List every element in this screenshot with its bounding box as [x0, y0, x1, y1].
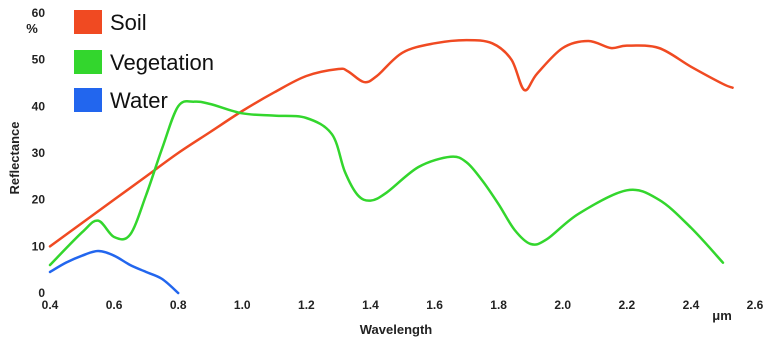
x-tick-label: 1.8 — [490, 298, 507, 312]
x-tick-label: 1.6 — [426, 298, 443, 312]
legend-swatch-water — [74, 88, 102, 112]
legend-item-soil: Soil — [74, 10, 147, 35]
legend-item-vegetation: Vegetation — [74, 50, 214, 75]
legend-item-water: Water — [74, 88, 168, 113]
x-tick-label: 0.8 — [170, 298, 187, 312]
x-tick-label: 2.0 — [554, 298, 571, 312]
x-tick-label: 1.4 — [362, 298, 379, 312]
y-tick-label: 40 — [32, 99, 46, 113]
series-line-vegetation — [48, 99, 725, 267]
x-tick-label: 2.2 — [618, 298, 635, 312]
legend-label-vegetation: Vegetation — [110, 50, 214, 75]
y-unit-label: % — [26, 21, 38, 36]
legend: Soil Vegetation Water — [74, 10, 214, 113]
series-line-soil — [48, 38, 734, 248]
y-tick-label: 30 — [32, 146, 46, 160]
series-line-water — [48, 249, 180, 295]
x-tick-label: 2.4 — [683, 298, 700, 312]
x-tick-label: 0.4 — [42, 298, 59, 312]
x-tick-label: 0.6 — [106, 298, 123, 312]
series-lines — [48, 38, 734, 295]
x-axis-ticks: 0.4 0.6 0.8 1.0 1.2 1.4 1.6 1.8 2.0 2.2 2.4 2.6 — [42, 298, 764, 312]
y-axis-ticks: 0 10 20 30 40 50 60 — [32, 6, 46, 300]
y-axis-title: Reflectance — [7, 122, 22, 195]
x-unit-label: μm — [712, 308, 732, 323]
x-tick-label: 2.6 — [747, 298, 764, 312]
y-tick-label: 10 — [32, 239, 46, 253]
x-tick-label: 1.0 — [234, 298, 251, 312]
legend-swatch-vegetation — [74, 50, 102, 74]
legend-label-water: Water — [110, 88, 168, 113]
legend-swatch-soil — [74, 10, 102, 34]
x-tick-label: 1.2 — [298, 298, 315, 312]
x-axis-title: Wavelength — [360, 322, 433, 337]
y-tick-label: 0 — [38, 286, 45, 300]
y-tick-label: 50 — [32, 53, 46, 67]
y-tick-label: 60 — [32, 6, 46, 20]
y-tick-label: 20 — [32, 193, 46, 207]
legend-label-soil: Soil — [110, 10, 147, 35]
